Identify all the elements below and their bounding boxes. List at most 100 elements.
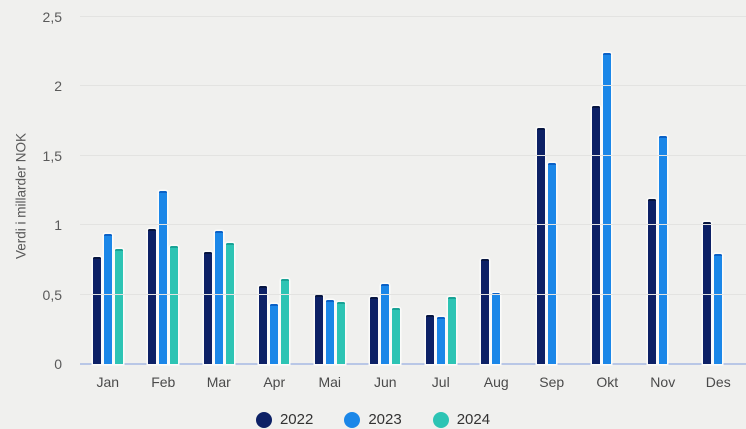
bar-slot — [646, 17, 657, 364]
bar-slot — [713, 17, 724, 364]
bar-2022-sep[interactable] — [537, 128, 545, 364]
bar-slot — [480, 17, 491, 364]
bar-slot — [169, 17, 180, 364]
x-axis-label-mai: Mai — [302, 374, 358, 390]
bar-slot — [435, 17, 446, 364]
gridline — [80, 224, 746, 225]
bar-2023-nov[interactable] — [659, 136, 667, 364]
bar-2023-jul[interactable] — [437, 317, 445, 364]
bar-2022-jun[interactable] — [370, 297, 378, 364]
y-tick-label: 0 — [54, 355, 62, 373]
bar-group-jan — [80, 17, 136, 364]
bar-slot — [446, 17, 457, 364]
legend-item-2022[interactable]: 2022 — [256, 411, 313, 429]
legend: 2022 2023 2024 — [0, 411, 746, 429]
bar-group-mar — [191, 17, 247, 364]
legend-marker-icon — [344, 412, 360, 428]
bar-slot — [380, 17, 391, 364]
bar-2023-mar[interactable] — [215, 231, 223, 364]
plot-area — [80, 17, 746, 364]
bar-2023-des[interactable] — [714, 254, 722, 364]
bar-slot — [91, 17, 102, 364]
x-axis-label-jun: Jun — [358, 374, 414, 390]
x-axis-label-jan: Jan — [80, 374, 136, 390]
legend-label: 2022 — [280, 411, 313, 429]
bar-2024-jun[interactable] — [392, 308, 400, 364]
y-tick-label: 2,5 — [43, 8, 62, 26]
bar-slot — [269, 17, 280, 364]
bar-group-aug — [469, 17, 525, 364]
x-axis-label-mar: Mar — [191, 374, 247, 390]
x-axis-label-nov: Nov — [635, 374, 691, 390]
bar-2023-mai[interactable] — [326, 300, 334, 364]
bar-2023-aug[interactable] — [492, 293, 500, 364]
bar-slot — [502, 17, 513, 364]
bar-2024-mai[interactable] — [337, 302, 345, 364]
bar-slot — [602, 17, 613, 364]
bar-2022-jul[interactable] — [426, 315, 434, 364]
bar-2023-sep[interactable] — [548, 163, 556, 364]
y-tick-label: 0,5 — [43, 286, 62, 304]
bar-2023-feb[interactable] — [159, 191, 167, 365]
gridline — [80, 16, 746, 17]
bar-2024-feb[interactable] — [170, 246, 178, 364]
bar-2024-mar[interactable] — [226, 243, 234, 364]
bar-group-nov — [635, 17, 691, 364]
bar-groups — [80, 17, 746, 364]
gridline — [80, 155, 746, 156]
bar-slot — [213, 17, 224, 364]
x-axis-label-aug: Aug — [469, 374, 525, 390]
bar-slot — [280, 17, 291, 364]
bar-slot — [546, 17, 557, 364]
bar-slot — [147, 17, 158, 364]
y-axis-tick-labels: 0 0,5 1 1,5 2 2,5 — [0, 0, 62, 419]
gridline — [80, 85, 746, 86]
legend-marker-icon — [256, 412, 272, 428]
bar-group-okt — [580, 17, 636, 364]
bar-2024-jul[interactable] — [448, 297, 456, 364]
bar-slot — [369, 17, 380, 364]
bar-2022-feb[interactable] — [148, 229, 156, 364]
bar-2022-apr[interactable] — [259, 286, 267, 364]
legend-item-2024[interactable]: 2024 — [433, 411, 490, 429]
bar-slot — [657, 17, 668, 364]
bar-slot — [535, 17, 546, 364]
x-axis-label-apr: Apr — [247, 374, 303, 390]
y-tick-label: 2 — [54, 77, 62, 95]
x-axis-label-jul: Jul — [413, 374, 469, 390]
bar-2022-mar[interactable] — [204, 252, 212, 364]
bar-slot — [491, 17, 502, 364]
bar-2022-jan[interactable] — [93, 257, 101, 364]
bar-slot — [202, 17, 213, 364]
bar-2024-jan[interactable] — [115, 249, 123, 364]
bar-slot — [224, 17, 235, 364]
legend-marker-icon — [433, 412, 449, 428]
bar-slot — [102, 17, 113, 364]
bar-2024-apr[interactable] — [281, 279, 289, 364]
bar-slot — [668, 17, 679, 364]
bar-slot — [424, 17, 435, 364]
bar-slot — [724, 17, 735, 364]
bar-slot — [313, 17, 324, 364]
bar-group-jun — [358, 17, 414, 364]
bar-2023-okt[interactable] — [603, 53, 611, 364]
bar-2022-okt[interactable] — [592, 106, 600, 364]
bar-group-sep — [524, 17, 580, 364]
bar-slot — [557, 17, 568, 364]
bar-slot — [324, 17, 335, 364]
bar-2023-apr[interactable] — [270, 304, 278, 364]
gridline — [80, 294, 746, 295]
bar-2023-jun[interactable] — [381, 284, 389, 365]
bar-2022-aug[interactable] — [481, 259, 489, 364]
bar-slot — [113, 17, 124, 364]
y-tick-label: 1,5 — [43, 147, 62, 165]
bar-group-jul — [413, 17, 469, 364]
legend-item-2023[interactable]: 2023 — [344, 411, 401, 429]
bar-slot — [335, 17, 346, 364]
y-tick-label: 1 — [54, 216, 62, 234]
bar-2023-jan[interactable] — [104, 234, 112, 364]
bar-slot — [391, 17, 402, 364]
x-axis-label-des: Des — [691, 374, 746, 390]
bar-slot — [613, 17, 624, 364]
bar-2022-mai[interactable] — [315, 295, 323, 364]
